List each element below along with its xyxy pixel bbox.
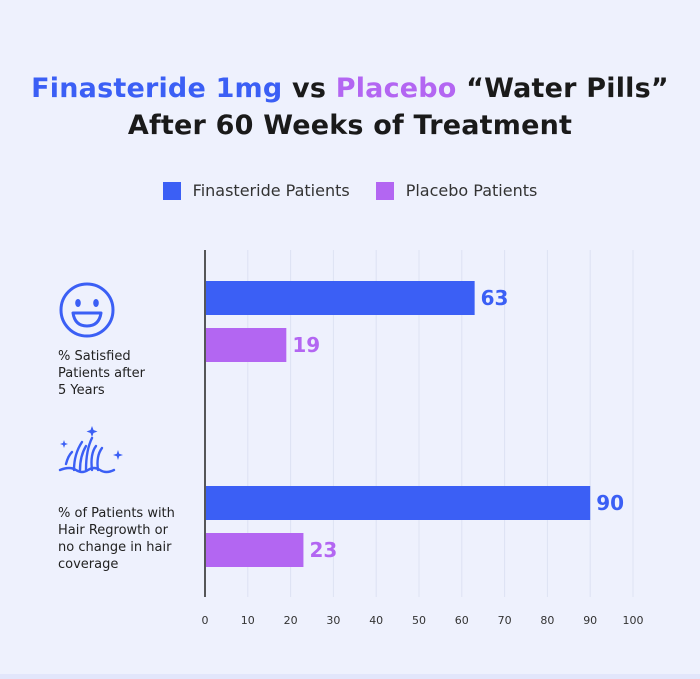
bar-finasteride-2 — [206, 486, 591, 520]
group-label-regrowth-line3: no change in hair — [58, 540, 172, 555]
hair-follicle-sparkle-icon — [58, 426, 123, 474]
legend-label-placebo: Placebo Patients — [405, 181, 538, 200]
legend-swatch-placebo — [375, 181, 394, 200]
data-label-finasteride-2: 90 — [596, 491, 624, 515]
data-label-finasteride-1: 63 — [481, 286, 509, 310]
legend-swatch-finasteride — [162, 181, 181, 200]
chart-legend: Finasteride Patients Placebo Patients — [0, 181, 700, 200]
data-label-placebo-1: 19 — [292, 333, 320, 357]
x-tick-label-20: 20 — [284, 614, 298, 627]
smiley-face-icon — [59, 282, 115, 338]
legend-item-finasteride: Finasteride Patients — [162, 181, 350, 200]
chart-title-line1: Finasteride 1mg vs Placebo “Water Pills” — [0, 71, 700, 107]
group-label-satisfied: % Satisfied Patients after 5 Years — [58, 348, 145, 399]
x-tick-label-100: 100 — [623, 614, 644, 627]
title-placebo: Placebo — [335, 73, 457, 104]
x-tick-label-90: 90 — [583, 614, 597, 627]
x-tick-label-60: 60 — [455, 614, 469, 627]
title-finasteride: Finasteride 1mg — [31, 73, 283, 104]
data-label-placebo-2: 23 — [309, 538, 337, 562]
x-tick-label-70: 70 — [498, 614, 512, 627]
x-tick-label-30: 30 — [326, 614, 340, 627]
x-tick-label-50: 50 — [412, 614, 426, 627]
title-water-pills: “Water Pills” — [456, 73, 669, 104]
title-vs: vs — [282, 73, 336, 104]
group-label-regrowth-line4: coverage — [58, 557, 119, 572]
x-tick-label-80: 80 — [540, 614, 554, 627]
legend-label-finasteride: Finasteride Patients — [192, 181, 350, 200]
bar-placebo-2 — [206, 533, 304, 567]
group-label-satisfied-line3: 5 Years — [58, 383, 105, 398]
bottom-strip — [0, 674, 700, 679]
bar-finasteride-1 — [206, 281, 475, 315]
legend-item-placebo: Placebo Patients — [375, 181, 538, 200]
bar-placebo-1 — [206, 328, 287, 362]
x-tick-label-40: 40 — [369, 614, 383, 627]
group-label-satisfied-line1: % Satisfied — [58, 349, 131, 364]
group-label-regrowth-line1: % of Patients with — [58, 506, 175, 521]
group-label-regrowth: % of Patients with Hair Regrowth or no c… — [58, 505, 175, 573]
x-tick-label-0: 0 — [202, 614, 209, 627]
group-label-regrowth-line2: Hair Regrowth or — [58, 523, 168, 538]
group-label-satisfied-line2: Patients after — [58, 366, 145, 381]
chart-title-line2: After 60 Weeks of Treatment — [127, 110, 573, 141]
x-tick-label-10: 10 — [241, 614, 255, 627]
